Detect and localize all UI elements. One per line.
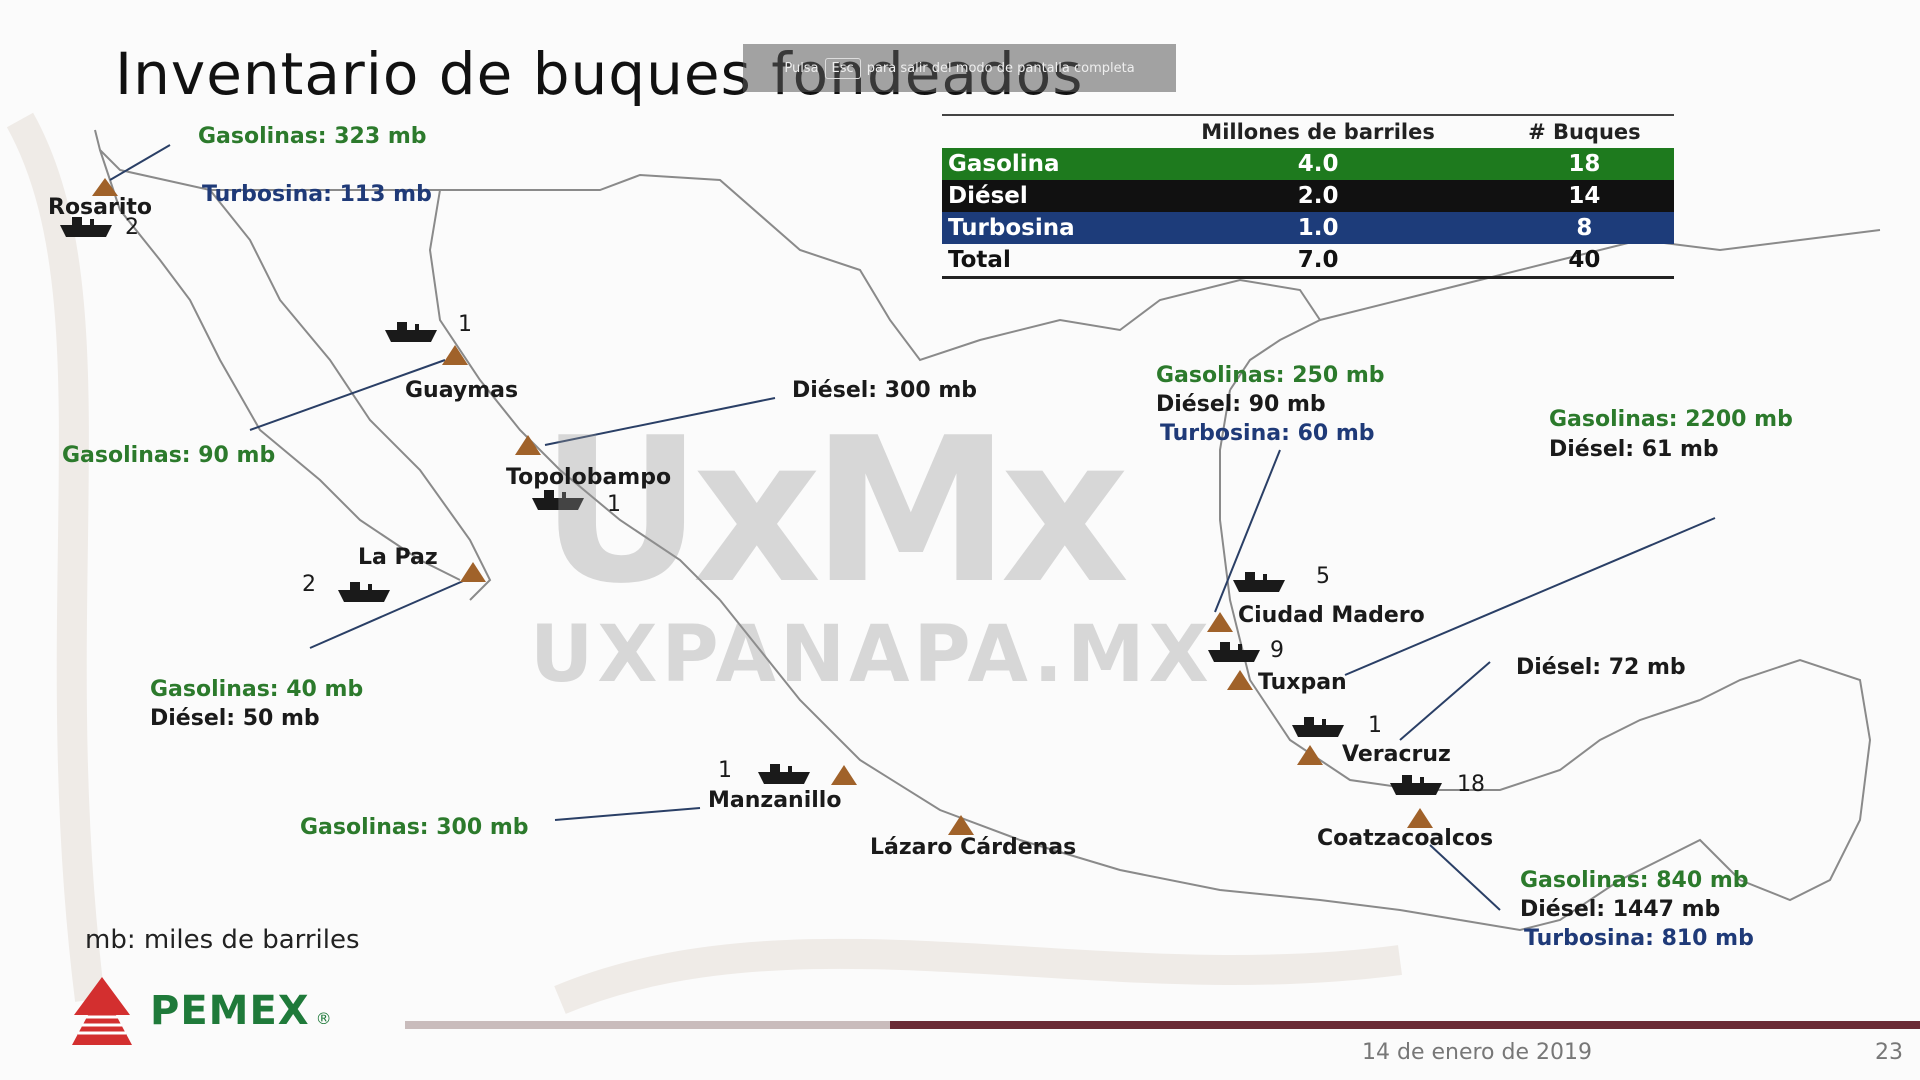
ship-icons xyxy=(60,217,1442,795)
callout-coatza-turbosina: Turbosina: 810 mb xyxy=(1524,926,1754,951)
marker-veracruz xyxy=(1297,745,1323,765)
port-name-lapaz: La Paz xyxy=(358,545,438,570)
registered-mark: ® xyxy=(315,1008,332,1028)
row-label: Gasolina xyxy=(942,148,1142,180)
banner-text-before: Pulsa xyxy=(784,60,819,76)
row-ships: 14 xyxy=(1494,180,1674,212)
marker-guaymas xyxy=(442,345,468,365)
ship-count-topolobampo: 1 xyxy=(607,492,621,517)
callout-guaymas-gasolinas: Gasolinas: 90 mb xyxy=(62,443,276,468)
marker-coatza xyxy=(1407,808,1433,828)
callout-coatza-gasolinas: Gasolinas: 840 mb xyxy=(1520,868,1749,893)
row-barrels: 7.0 xyxy=(1141,244,1495,279)
row-ships: 8 xyxy=(1494,212,1674,244)
marker-tuxpan xyxy=(1227,670,1253,690)
callout-topolobampo-diesel: Diésel: 300 mb xyxy=(792,378,977,403)
row-barrels: 2.0 xyxy=(1141,180,1495,212)
port-name-topolobampo: Topolobampo xyxy=(506,465,672,490)
port-markers xyxy=(92,178,1433,835)
row-ships: 18 xyxy=(1494,148,1674,180)
marker-madero xyxy=(1207,612,1233,632)
table-header: Millones de barriles xyxy=(1141,114,1495,148)
ship-count-guaymas: 1 xyxy=(458,312,472,337)
marker-topolobampo xyxy=(515,435,541,455)
ship-icon xyxy=(385,322,437,342)
pemex-wordmark: PEMEX xyxy=(150,988,310,1034)
row-barrels: 4.0 xyxy=(1141,148,1495,180)
marker-manzanillo xyxy=(831,765,857,785)
row-barrels: 1.0 xyxy=(1141,212,1495,244)
row-label: Turbosina xyxy=(942,212,1142,244)
marker-lazaro xyxy=(948,815,974,835)
ship-icon xyxy=(1233,572,1285,592)
callout-manzanillo-gasolinas: Gasolinas: 300 mb xyxy=(300,815,529,840)
row-ships: 40 xyxy=(1494,244,1674,279)
footer-date: 14 de enero de 2019 xyxy=(1362,1040,1592,1065)
ship-icon xyxy=(1390,775,1442,795)
callout-lapaz-gasolinas: Gasolinas: 40 mb xyxy=(150,677,364,702)
fullscreen-exit-banner: Pulsa Esc para salir del modo de pantall… xyxy=(743,44,1176,92)
callout-tuxpan-gasolinas: Gasolinas: 2200 mb xyxy=(1549,407,1793,432)
callout-rosarito-turbosina: Turbosina: 113 mb xyxy=(202,182,432,207)
marker-rosarito xyxy=(92,178,118,196)
ship-count-manzanillo: 1 xyxy=(718,758,732,783)
ship-count-rosarito: 2 xyxy=(125,215,139,240)
callout-veracruz-diesel: Diésel: 72 mb xyxy=(1516,655,1686,680)
watermark-url: UXPANAPA.MX xyxy=(530,610,1213,700)
port-name-manzanillo: Manzanillo xyxy=(708,788,842,813)
port-name-guaymas: Guaymas xyxy=(405,378,519,403)
watermark-logo: UxMx xyxy=(540,395,1129,628)
summary-table: Millones de barriles # Buques Gasolina 4… xyxy=(942,114,1674,279)
pemex-eagle-icon xyxy=(72,977,132,1045)
port-name-lazaro: Lázaro Cárdenas xyxy=(870,835,1077,860)
table-header xyxy=(942,114,1142,148)
port-name-madero: Ciudad Madero xyxy=(1238,603,1425,628)
table-row: Gasolina 4.0 18 xyxy=(942,148,1674,180)
ship-icon xyxy=(758,764,810,784)
table-row: Turbosina 1.0 8 xyxy=(942,212,1674,244)
callout-madero-turbosina: Turbosina: 60 mb xyxy=(1160,421,1375,446)
callout-lapaz-diesel: Diésel: 50 mb xyxy=(150,706,320,731)
port-name-coatza: Coatzacoalcos xyxy=(1317,826,1494,851)
ship-count-lapaz: 2 xyxy=(302,572,316,597)
callout-lines xyxy=(109,144,1716,911)
ship-icon xyxy=(338,582,390,602)
marker-lapaz xyxy=(460,562,486,582)
ship-icon xyxy=(60,217,112,237)
table-header-row: Millones de barriles # Buques xyxy=(942,114,1674,148)
callout-madero-gasolinas: Gasolinas: 250 mb xyxy=(1156,363,1385,388)
ship-icon xyxy=(1292,717,1344,737)
ship-icon xyxy=(532,490,584,510)
callout-rosarito-gasolinas: Gasolinas: 323 mb xyxy=(198,124,427,149)
port-name-veracruz: Veracruz xyxy=(1342,742,1451,767)
footer-bar xyxy=(405,1021,1920,1029)
table-row-total: Total 7.0 40 xyxy=(942,244,1674,279)
banner-text-after: para salir del modo de pantalla completa xyxy=(866,60,1135,76)
table-header: # Buques xyxy=(1494,114,1674,148)
callout-coatza-diesel: Diésel: 1447 mb xyxy=(1520,897,1721,922)
ship-count-madero: 5 xyxy=(1316,564,1330,589)
page-number: 23 xyxy=(1875,1040,1903,1065)
ship-icon xyxy=(1208,642,1260,662)
coastline xyxy=(94,129,1881,932)
ship-count-tuxpan: 9 xyxy=(1270,638,1284,663)
ship-count-veracruz: 1 xyxy=(1368,713,1382,738)
callout-tuxpan-diesel: Diésel: 61 mb xyxy=(1549,437,1719,462)
esc-key[interactable]: Esc xyxy=(824,57,861,79)
row-label: Total xyxy=(942,244,1142,279)
table-row: Diésel 2.0 14 xyxy=(942,180,1674,212)
ship-count-coatza: 18 xyxy=(1457,772,1485,797)
callout-madero-diesel: Diésel: 90 mb xyxy=(1156,392,1326,417)
port-name-rosarito: Rosarito xyxy=(48,195,153,220)
row-label: Diésel xyxy=(942,180,1142,212)
pemex-logo: PEMEX ® xyxy=(60,975,332,1047)
background-ornament xyxy=(6,112,1402,1014)
units-note: mb: miles de barriles xyxy=(85,925,360,955)
port-name-tuxpan: Tuxpan xyxy=(1258,670,1347,695)
